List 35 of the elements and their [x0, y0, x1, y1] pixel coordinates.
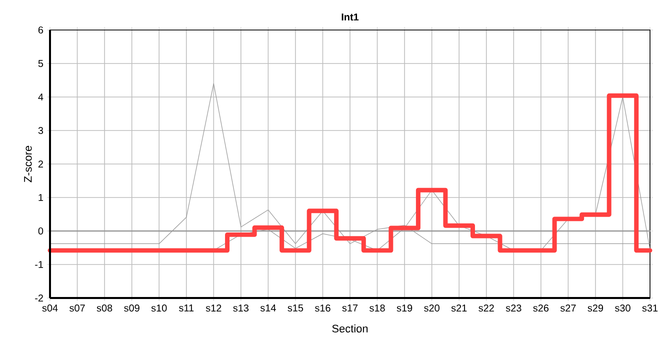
x-tick-label: s21 [451, 304, 467, 312]
y-tick-label: 4 [38, 94, 44, 100]
x-tick-label: s29 [588, 304, 604, 312]
y-tick-label: -1 [35, 261, 44, 268]
chart-title: Int1 [342, 14, 359, 21]
x-tick-label: s07 [70, 304, 85, 312]
y-tick-label: -2 [35, 294, 43, 302]
y-tick-label: 0 [38, 227, 44, 235]
y-tick-label: 3 [38, 126, 44, 134]
x-tick-label: s23 [506, 304, 522, 312]
x-tick-label: s31 [642, 304, 658, 312]
y-tick-label: 1 [38, 194, 44, 201]
x-tick-label: s16 [314, 304, 330, 312]
x-tick-label: s04 [42, 304, 58, 312]
x-tick-label: s09 [124, 304, 140, 312]
x-tick-label: s15 [288, 304, 304, 312]
x-tick-label: s14 [260, 304, 276, 312]
x-tick-label: s22 [478, 304, 494, 312]
y-tick-label: 2 [38, 160, 43, 168]
x-tick-label: s18 [370, 304, 385, 312]
x-axis-title: Section [332, 324, 368, 332]
x-tick-label: s10 [151, 304, 167, 312]
y-axis-title: Z-score [24, 146, 32, 182]
x-tick-label: s12 [206, 304, 222, 312]
x-tick-label: s26 [533, 304, 549, 312]
x-tick-label: s19 [396, 304, 412, 312]
x-tick-label: s08 [96, 304, 112, 312]
x-tick-label: s27 [560, 304, 576, 312]
x-tick-label: s30 [614, 304, 630, 312]
x-tick-label: s11 [178, 304, 194, 312]
x-tick-label: s20 [424, 304, 440, 312]
x-tick-label: s13 [233, 304, 249, 312]
x-tick-label: s17 [342, 304, 358, 312]
y-tick-label: 6 [38, 26, 44, 34]
y-tick-label: 5 [38, 60, 44, 67]
